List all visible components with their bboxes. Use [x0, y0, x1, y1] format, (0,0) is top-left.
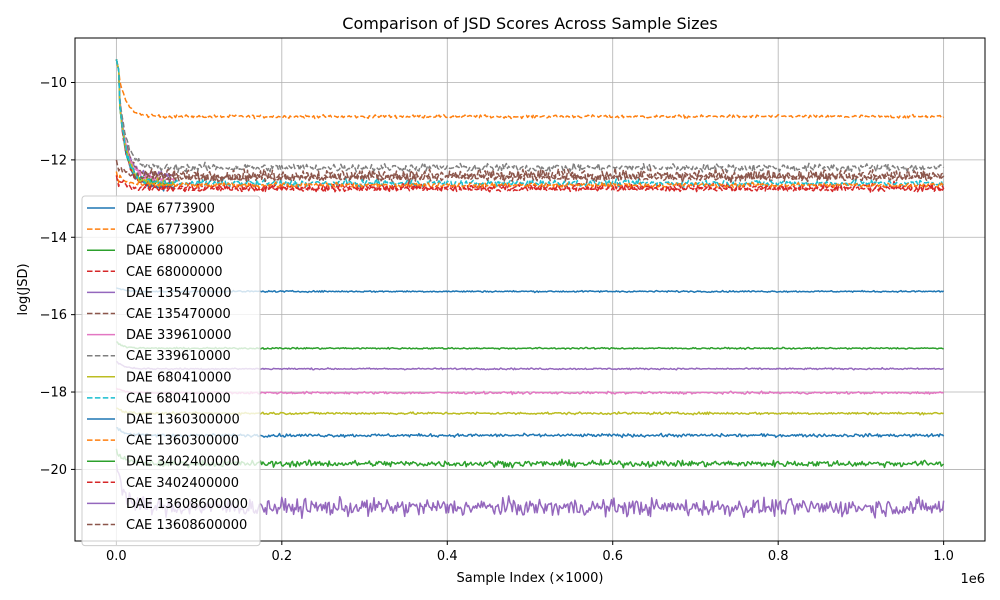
legend-label: CAE 680410000: [126, 391, 231, 406]
x-tick-label: 0.8: [768, 549, 789, 564]
chart-title: Comparison of JSD Scores Across Sample S…: [342, 14, 717, 33]
legend-label: CAE 135470000: [126, 307, 231, 322]
legend-box: [81, 195, 261, 547]
x-tick-label: 0.6: [602, 549, 623, 564]
y-axis-label: log(JSD): [16, 263, 31, 315]
series-line: [115, 59, 944, 188]
legend-label: DAE 13608600000: [126, 497, 248, 512]
legend-label: DAE 339610000: [126, 328, 231, 343]
x-axis-offset-text: 1e6: [960, 572, 985, 587]
y-tick-label: −10: [40, 76, 67, 91]
series-line: [115, 59, 945, 174]
legend-label: DAE 3402400000: [126, 455, 240, 470]
y-tick-label: −12: [40, 153, 67, 168]
y-tick-label: −16: [40, 308, 67, 323]
x-axis-label: Sample Index (×1000): [457, 571, 604, 586]
legend-label: CAE 13608600000: [126, 518, 247, 533]
legend-label: DAE 135470000: [126, 286, 231, 301]
legend-label: CAE 339610000: [126, 349, 231, 364]
ticks: 0.0 0.2 0.4 0.6 0.8 1.0 −20 −18 −16 −14 −12 −10: [40, 76, 954, 564]
y-tick-label: −20: [40, 463, 67, 478]
x-tick-label: 0.2: [271, 549, 292, 564]
x-tick-label: 0.0: [106, 549, 127, 564]
plot-frame: [74, 37, 986, 542]
series-line: [115, 59, 945, 185]
legend-label: DAE 6773900: [126, 202, 215, 217]
series-line: [115, 171, 945, 189]
series-line: [115, 175, 945, 193]
y-tick-label: −18: [40, 386, 67, 401]
legend-label: CAE 1360300000: [126, 434, 239, 449]
legend-label: CAE 3402400000: [126, 476, 239, 491]
legend-label: DAE 68000000: [126, 244, 223, 259]
y-tick-label: −14: [40, 231, 67, 246]
legend-label: CAE 6773900: [126, 223, 214, 238]
legend-label: DAE 1360300000: [126, 413, 240, 428]
x-tick-label: 1.0: [933, 549, 954, 564]
x-tick-label: 0.4: [437, 549, 458, 564]
legend-label: CAE 68000000: [126, 265, 222, 280]
series-line: [115, 159, 945, 184]
legend: DAE 6773900 CAE 6773900 DAE 68000000 CAE 68…: [81, 195, 261, 547]
series-line: [115, 59, 945, 120]
legend-label: DAE 680410000: [126, 370, 231, 385]
